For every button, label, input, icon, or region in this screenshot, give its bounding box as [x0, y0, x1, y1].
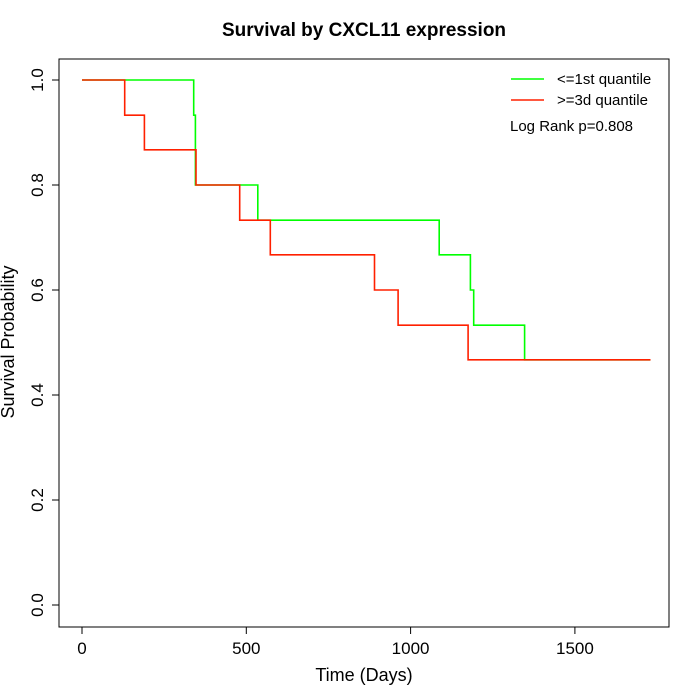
y-tick-label: 0.8: [28, 173, 47, 197]
series-line-2: [82, 79, 651, 361]
x-axis: 0 500 1000 1500: [77, 626, 594, 658]
series-layer: [82, 79, 651, 361]
x-tick-label: 0: [77, 639, 86, 658]
y-tick-label: 0.2: [28, 488, 47, 512]
x-axis-title: Time (Days): [315, 665, 412, 685]
y-tick-label: 0.4: [28, 383, 47, 407]
legend-label-1: <=1st quantile: [557, 71, 651, 88]
y-tick-label: 1.0: [28, 68, 47, 92]
y-tick-label: 0.6: [28, 278, 47, 302]
y-axis: 0.0 0.2 0.4 0.6 0.8 1.0: [28, 68, 60, 617]
legend: <=1st quantile >=3d quantile: [511, 71, 651, 109]
x-tick-label: 1500: [556, 639, 594, 658]
y-tick-label: 0.0: [28, 593, 47, 617]
legend-label-2: >=3d quantile: [557, 92, 648, 109]
y-axis-title: Survival Probability: [0, 265, 18, 418]
x-tick-label: 500: [232, 639, 260, 658]
log-rank-annotation: Log Rank p=0.808: [510, 118, 633, 135]
x-tick-label: 1000: [392, 639, 430, 658]
series-line-1: [82, 79, 651, 361]
chart-title: Survival by CXCL11 expression: [222, 20, 506, 41]
